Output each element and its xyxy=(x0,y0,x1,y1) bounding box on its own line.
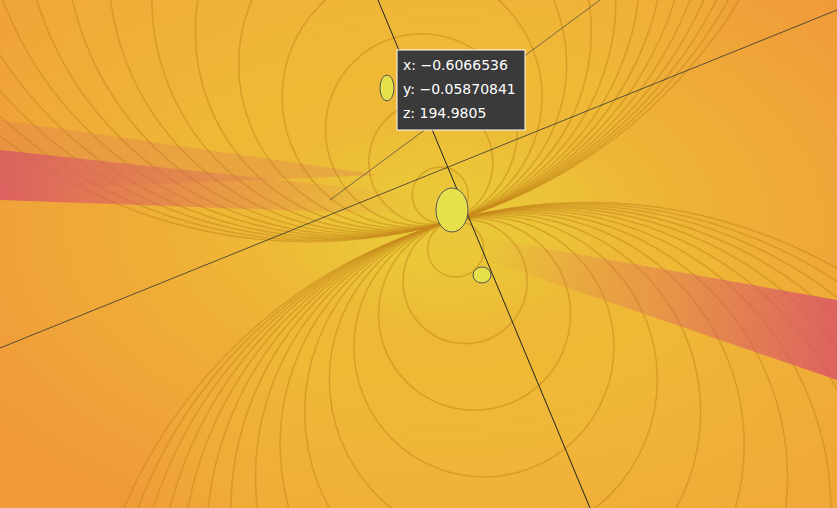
svg-text:x: −0.6066536: x: −0.6066536 xyxy=(403,57,508,73)
svg-text:z: 194.9805: z: 194.9805 xyxy=(403,105,486,121)
svg-text:y: −0.05870841: y: −0.05870841 xyxy=(403,81,516,97)
